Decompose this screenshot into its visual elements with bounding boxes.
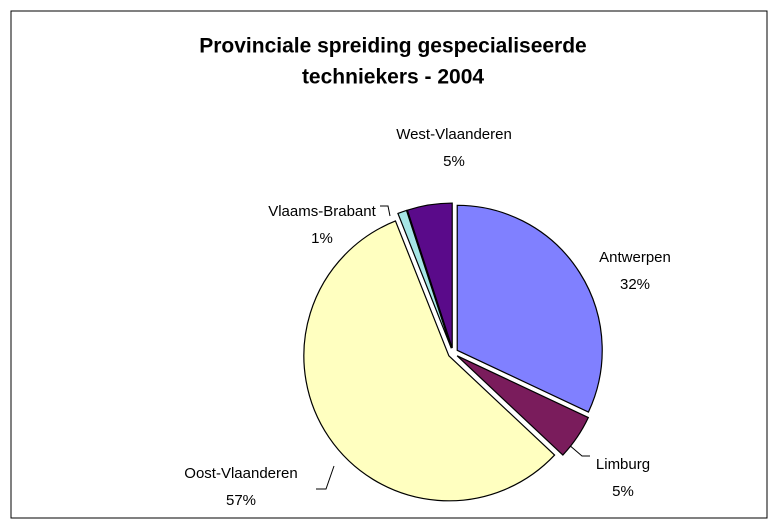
- pie-slice: [456, 204, 603, 413]
- slice-label: Oost-Vlaanderen: [184, 465, 297, 482]
- slice-value-label: 1%: [311, 230, 333, 247]
- slice-label: Antwerpen: [599, 249, 671, 266]
- leader-line: [380, 205, 391, 217]
- pie-slice: [303, 220, 556, 502]
- leader-line: [316, 465, 335, 490]
- slice-label: Vlaams-Brabant: [268, 203, 376, 220]
- slice-value-label: 57%: [226, 492, 256, 509]
- slice-value-label: 5%: [443, 153, 465, 170]
- pie-slice: [406, 202, 453, 349]
- pie-slice: [397, 209, 452, 349]
- chart-title: techniekers - 2004: [302, 66, 484, 89]
- slice-label: Limburg: [596, 456, 650, 473]
- slice-label: West-Vlaanderen: [396, 126, 512, 143]
- pie-slice: [456, 355, 590, 456]
- leader-line: [567, 443, 590, 457]
- slice-value-label: 32%: [620, 276, 650, 293]
- slice-value-label: 5%: [612, 483, 634, 500]
- chart-title: Provinciale spreiding gespecialiseerde: [199, 35, 587, 58]
